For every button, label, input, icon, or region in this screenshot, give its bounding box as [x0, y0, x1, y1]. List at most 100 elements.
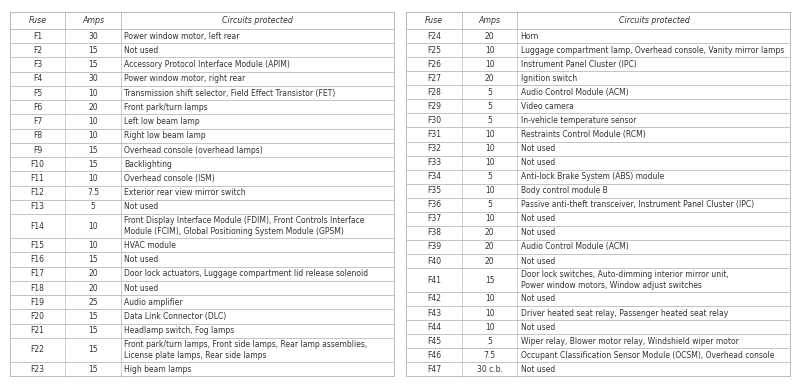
Text: F39: F39 — [427, 242, 441, 252]
Text: Right low beam lamp: Right low beam lamp — [124, 131, 206, 140]
Text: F6: F6 — [33, 103, 42, 112]
Text: 15: 15 — [88, 146, 98, 154]
Text: Door lock actuators, Luggage compartment lid release solenoid: Door lock actuators, Luggage compartment… — [124, 269, 369, 278]
Text: F7: F7 — [33, 117, 42, 126]
Text: 10: 10 — [485, 130, 494, 139]
Text: 15: 15 — [485, 275, 494, 285]
Text: Wiper relay, Blower motor relay, Windshield wiper motor: Wiper relay, Blower motor relay, Windshi… — [521, 337, 738, 346]
Bar — [406, 12, 790, 376]
Bar — [10, 100, 394, 114]
Text: F36: F36 — [427, 200, 441, 209]
Text: 20: 20 — [88, 283, 98, 293]
Text: Not used: Not used — [521, 144, 555, 153]
Bar — [406, 85, 790, 99]
Bar — [406, 348, 790, 362]
Text: F37: F37 — [427, 214, 441, 223]
Bar — [406, 127, 790, 142]
Bar — [406, 71, 790, 85]
Bar — [10, 185, 394, 200]
Text: F40: F40 — [427, 257, 441, 265]
Text: 15: 15 — [88, 312, 98, 321]
Text: 10: 10 — [485, 309, 494, 318]
Text: 5: 5 — [487, 172, 492, 181]
Text: 10: 10 — [485, 60, 494, 69]
Text: F30: F30 — [427, 116, 441, 125]
Bar — [10, 171, 394, 185]
Text: Anti-lock Brake System (ABS) module: Anti-lock Brake System (ABS) module — [521, 172, 664, 181]
Text: 30 c.b.: 30 c.b. — [477, 365, 502, 374]
Text: F34: F34 — [427, 172, 441, 181]
Bar — [10, 114, 394, 129]
Text: F26: F26 — [427, 60, 441, 69]
Text: 7.5: 7.5 — [483, 351, 496, 360]
Bar — [10, 143, 394, 157]
Text: 15: 15 — [88, 365, 98, 374]
Text: F11: F11 — [30, 174, 45, 183]
Text: Passive anti-theft transceiver, Instrument Panel Cluster (IPC): Passive anti-theft transceiver, Instrume… — [521, 200, 754, 209]
Text: 30: 30 — [88, 74, 98, 83]
Text: Driver heated seat relay, Passenger heated seat relay: Driver heated seat relay, Passenger heat… — [521, 309, 728, 318]
Text: F41: F41 — [427, 275, 441, 285]
Text: Occupant Classification Sensor Module (OCSM), Overhead console: Occupant Classification Sensor Module (O… — [521, 351, 774, 360]
Text: 10: 10 — [88, 241, 98, 250]
Text: Horn: Horn — [521, 31, 539, 41]
Text: F28: F28 — [427, 88, 441, 97]
Text: Fuse: Fuse — [29, 16, 46, 25]
Text: F5: F5 — [33, 89, 42, 98]
Bar — [10, 86, 394, 100]
Text: F9: F9 — [33, 146, 42, 154]
Text: Instrument Panel Cluster (IPC): Instrument Panel Cluster (IPC) — [521, 60, 637, 69]
Text: 10: 10 — [485, 46, 494, 55]
Bar — [10, 324, 394, 338]
Bar — [10, 129, 394, 143]
Bar — [406, 254, 790, 268]
Text: F19: F19 — [30, 298, 45, 307]
Text: 20: 20 — [485, 257, 494, 265]
Text: HVAC module: HVAC module — [124, 241, 176, 250]
Text: 10: 10 — [88, 174, 98, 183]
Text: 10: 10 — [485, 186, 494, 195]
Bar — [10, 12, 394, 29]
Text: 10: 10 — [88, 89, 98, 98]
Text: F15: F15 — [30, 241, 45, 250]
Text: Circuits protected: Circuits protected — [618, 16, 690, 25]
Text: Audio amplifier: Audio amplifier — [124, 298, 183, 307]
Text: 20: 20 — [88, 269, 98, 278]
Text: 10: 10 — [88, 117, 98, 126]
Text: F12: F12 — [30, 188, 45, 197]
Text: 5: 5 — [487, 102, 492, 111]
Text: Exterior rear view mirror switch: Exterior rear view mirror switch — [124, 188, 246, 197]
Text: Circuits protected: Circuits protected — [222, 16, 293, 25]
Text: 10: 10 — [88, 131, 98, 140]
Text: F25: F25 — [427, 46, 441, 55]
Text: Left low beam lamp: Left low beam lamp — [124, 117, 200, 126]
Text: 20: 20 — [485, 228, 494, 237]
Text: Fuse: Fuse — [425, 16, 443, 25]
Bar — [406, 334, 790, 348]
Bar — [10, 310, 394, 324]
Text: 20: 20 — [485, 74, 494, 83]
Text: Front park/turn lamps: Front park/turn lamps — [124, 103, 208, 112]
Text: F46: F46 — [427, 351, 441, 360]
Bar — [406, 57, 790, 71]
Text: Not used: Not used — [521, 158, 555, 167]
Text: F47: F47 — [427, 365, 441, 374]
Bar — [406, 142, 790, 156]
Text: Not used: Not used — [124, 202, 158, 212]
Text: 10: 10 — [485, 214, 494, 223]
Bar — [10, 253, 394, 267]
Text: F43: F43 — [427, 309, 441, 318]
Text: 15: 15 — [88, 46, 98, 55]
Text: 20: 20 — [485, 242, 494, 252]
Bar — [406, 29, 790, 43]
Bar — [406, 320, 790, 334]
Text: Not used: Not used — [521, 214, 555, 223]
Text: Not used: Not used — [124, 46, 158, 55]
Text: 15: 15 — [88, 60, 98, 69]
Text: F20: F20 — [30, 312, 45, 321]
Bar — [10, 72, 394, 86]
Text: Not used: Not used — [521, 323, 555, 332]
Bar — [406, 240, 790, 254]
Text: Amps: Amps — [82, 16, 104, 25]
Text: F18: F18 — [30, 283, 45, 293]
